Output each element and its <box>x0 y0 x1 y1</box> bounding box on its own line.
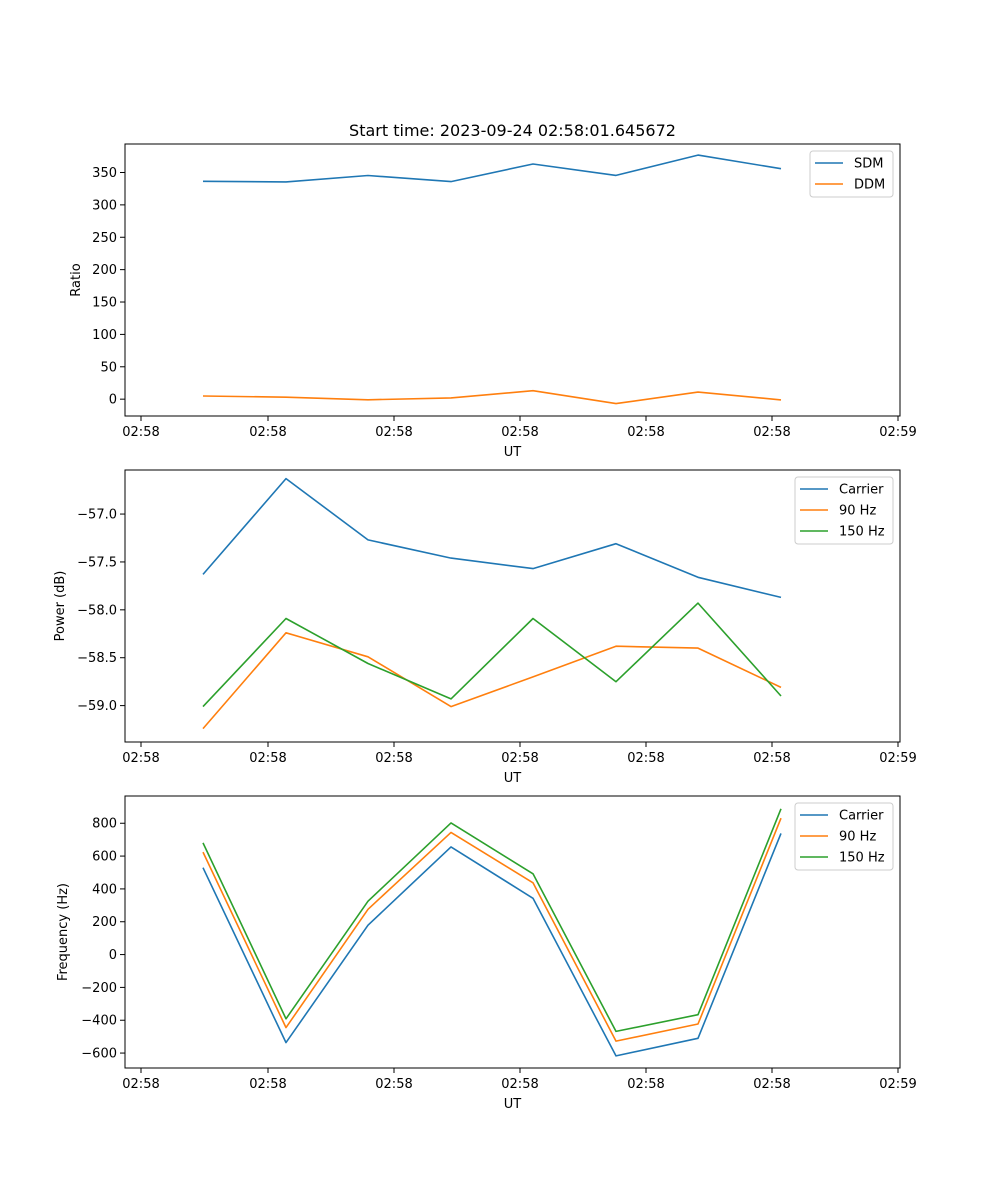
series-line-90-hz <box>202 817 782 1042</box>
series-line-150-hz <box>202 808 782 1033</box>
y-axis-label: Ratio <box>69 263 84 296</box>
panel-1: Start time: 2023-09-24 02:58:01.64567202… <box>69 121 917 460</box>
y-tick-label: 50 <box>100 360 117 375</box>
x-tick-label: 02:59 <box>879 751 916 766</box>
y-tick-label: 400 <box>92 882 117 897</box>
legend-label: 90 Hz <box>839 504 876 519</box>
series-line-150-hz <box>202 602 782 708</box>
legend: SDM DDM <box>809 150 894 198</box>
legend-label: SDM <box>854 157 883 172</box>
series-line-ddm <box>202 389 782 405</box>
x-tick-label: 02:58 <box>627 751 664 766</box>
x-tick-label: 02:58 <box>753 751 790 766</box>
y-tick-label: −200 <box>81 981 117 996</box>
y-tick-label: 150 <box>92 296 117 311</box>
series-line-sdm <box>202 154 782 183</box>
legend-label: DDM <box>854 178 885 193</box>
y-tick-label: 100 <box>92 328 117 343</box>
y-tick-label: −400 <box>81 1014 117 1029</box>
x-tick-label: 02:58 <box>753 1077 790 1092</box>
legend-label: 150 Hz <box>839 851 885 866</box>
legend-label: 150 Hz <box>839 525 885 540</box>
panel-2: 02:58 02:58 02:58 02:58 02:58 02:58 02:59 UT −59… <box>53 469 917 786</box>
series-line-90-hz <box>202 631 782 730</box>
x-axis-label: UT <box>504 771 522 786</box>
x-tick-label: 02:58 <box>122 425 159 440</box>
y-axis-label: Power (dB) <box>53 571 68 642</box>
y-tick-label: 800 <box>92 817 117 832</box>
chart-title: Start time: 2023-09-24 02:58:01.645672 <box>349 121 676 140</box>
x-tick-label: 02:58 <box>501 751 538 766</box>
x-tick-label: 02:58 <box>122 1077 159 1092</box>
x-tick-label: 02:59 <box>879 1077 916 1092</box>
y-tick-label: 0 <box>109 948 117 963</box>
legend-box <box>794 476 894 545</box>
legend-label: Carrier <box>839 809 884 824</box>
y-tick-label: −57.5 <box>77 555 117 570</box>
legend: Carrier 90 Hz 150 Hz <box>794 476 894 545</box>
y-tick-label: 350 <box>92 166 117 181</box>
legend-label: 90 Hz <box>839 830 876 845</box>
y-tick-label: 300 <box>92 198 117 213</box>
axes-frame <box>124 469 901 743</box>
y-tick-label: 600 <box>92 850 117 865</box>
x-tick-label: 02:58 <box>375 425 412 440</box>
x-tick-label: 02:58 <box>249 425 286 440</box>
y-tick-label: −59.0 <box>77 699 117 714</box>
x-tick-label: 02:58 <box>501 425 538 440</box>
x-tick-label: 02:58 <box>375 751 412 766</box>
y-tick-label: −58.5 <box>77 651 117 666</box>
y-tick-label: 250 <box>92 231 117 246</box>
x-tick-label: 02:58 <box>753 425 790 440</box>
x-tick-label: 02:58 <box>627 1077 664 1092</box>
legend: Carrier 90 Hz 150 Hz <box>794 802 894 871</box>
y-tick-label: −600 <box>81 1047 117 1062</box>
x-tick-label: 02:59 <box>879 425 916 440</box>
series-line-carrier <box>202 477 782 599</box>
x-tick-label: 02:58 <box>249 1077 286 1092</box>
x-axis-label: UT <box>504 445 522 460</box>
series-line-carrier <box>202 833 782 1057</box>
legend-label: Carrier <box>839 483 884 498</box>
x-tick-label: 02:58 <box>122 751 159 766</box>
axes-frame <box>124 143 901 417</box>
x-tick-label: 02:58 <box>627 425 664 440</box>
x-tick-label: 02:58 <box>501 1077 538 1092</box>
axes-frame <box>124 795 901 1069</box>
panel-3: 02:58 02:58 02:58 02:58 02:58 02:58 02:59 UT −60… <box>56 795 917 1112</box>
x-tick-label: 02:58 <box>249 751 286 766</box>
y-tick-label: 0 <box>109 393 117 408</box>
x-tick-label: 02:58 <box>375 1077 412 1092</box>
x-axis-label: UT <box>504 1097 522 1112</box>
y-tick-label: −58.0 <box>77 603 117 618</box>
y-tick-label: 200 <box>92 263 117 278</box>
y-tick-label: 200 <box>92 915 117 930</box>
y-tick-label: −57.0 <box>77 508 117 523</box>
y-axis-label: Frequency (Hz) <box>56 883 71 981</box>
legend-box <box>794 802 894 871</box>
